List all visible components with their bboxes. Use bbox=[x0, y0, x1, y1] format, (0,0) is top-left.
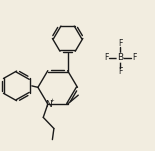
Text: B: B bbox=[117, 53, 123, 62]
Text: F: F bbox=[118, 39, 122, 48]
Text: N: N bbox=[45, 100, 52, 109]
Text: F: F bbox=[132, 53, 136, 62]
Text: F: F bbox=[118, 67, 122, 76]
Text: +: + bbox=[50, 98, 54, 103]
Text: F: F bbox=[104, 53, 108, 62]
